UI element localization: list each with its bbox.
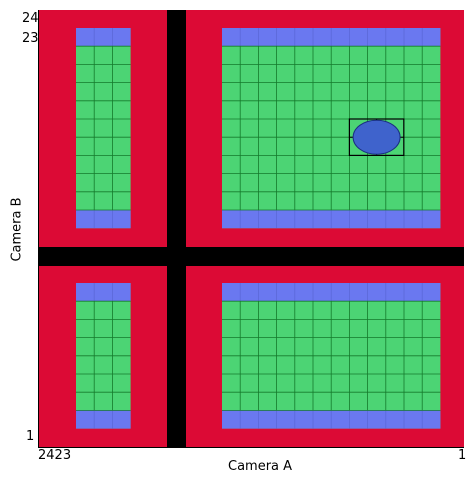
- panel-top-left-bottom-row: [76, 210, 131, 229]
- y-tick-label-bottom: 1: [26, 429, 35, 444]
- panel-bottom-left-top-row: [76, 283, 131, 302]
- vertical-divider: [167, 10, 186, 447]
- horizontal-divider: [38, 247, 464, 266]
- panel-bottom-left-bottom-row: [76, 410, 131, 429]
- y-axis-label: Camera B: [9, 197, 25, 262]
- target-ellipse-marker: [352, 119, 401, 155]
- panel-top-right: [222, 28, 441, 229]
- panel-top-left: [76, 28, 131, 229]
- panel-top-left-grid: [76, 28, 131, 229]
- panel-top-left-top-row: [76, 28, 131, 47]
- x-tick-label-right: 1: [458, 448, 467, 463]
- panel-bottom-right: [222, 283, 441, 429]
- y-tick-label-second: 23: [22, 31, 39, 46]
- x-tick-label-left: 2423: [38, 448, 72, 463]
- panel-bottom-left: [76, 283, 131, 429]
- y-tick-label-top: 24: [22, 11, 39, 26]
- x-axis-label: Camera A: [228, 459, 293, 474]
